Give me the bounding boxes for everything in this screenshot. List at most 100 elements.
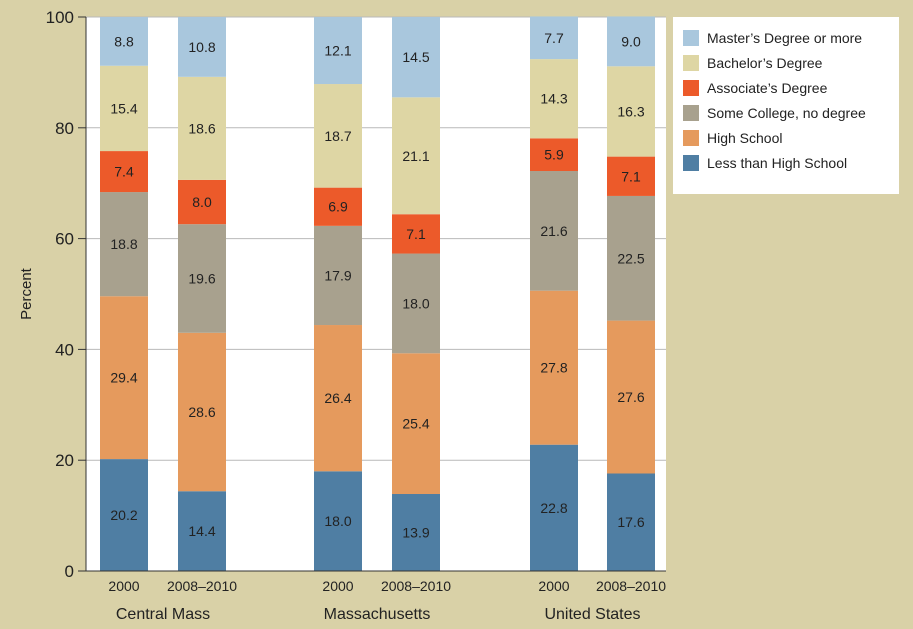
- data-label: 7.1: [621, 168, 641, 184]
- y-tick-label: 0: [65, 562, 74, 581]
- bar-segment: [392, 97, 440, 215]
- bar-segment: [178, 491, 226, 571]
- bar-segment: [314, 325, 362, 472]
- bar-segment: [530, 16, 578, 60]
- legend-swatch: [683, 130, 699, 146]
- x-tick-label: 2000: [538, 578, 569, 594]
- data-label: 25.4: [402, 416, 429, 432]
- data-label: 27.6: [617, 389, 644, 405]
- bar-segment: [100, 192, 148, 297]
- bar-segment: [607, 156, 655, 196]
- bar-segment: [607, 16, 655, 67]
- bar-segment: [607, 473, 655, 571]
- bar-segment: [392, 493, 440, 571]
- bars: 20.2 29.4 18.8 7.4 15.4 8.8 14.4 28.6 19.6 8.0 18.…: [100, 16, 655, 571]
- x-tick-label: 2008–2010: [381, 578, 451, 594]
- bar-segment: [178, 224, 226, 333]
- y-tick-label: 100: [46, 8, 74, 27]
- y-axis-label: Percent: [18, 267, 35, 320]
- bar-segment: [314, 187, 362, 226]
- data-label: 18.8: [110, 236, 137, 252]
- bar-segment: [392, 353, 440, 494]
- data-label: 8.8: [114, 33, 134, 49]
- data-label: 7.4: [114, 164, 134, 180]
- bar-segment: [392, 214, 440, 254]
- bar-segment: [100, 65, 148, 152]
- legend-entry: High School: [707, 130, 783, 146]
- bar-segment: [178, 76, 226, 180]
- data-label: 19.6: [188, 270, 215, 286]
- x-tick-label: 2008–2010: [596, 578, 666, 594]
- data-label: 15.4: [110, 100, 137, 116]
- data-label: 5.9: [544, 147, 564, 163]
- plot-area: [86, 17, 666, 571]
- bar-segment: [530, 138, 578, 172]
- data-label: 17.9: [324, 267, 351, 283]
- axes: 0 20 40 60 80 100 2000 2008–2010 2000 2008–2010 20…: [46, 8, 667, 623]
- data-label: 28.6: [188, 404, 215, 420]
- x-tick-label: 2000: [322, 578, 353, 594]
- data-label: 14.4: [188, 523, 215, 539]
- data-label: 18.0: [324, 513, 351, 529]
- bar-segment: [314, 84, 362, 188]
- data-label: 18.7: [324, 128, 351, 144]
- bar-segment: [100, 459, 148, 571]
- bar-segment: [530, 59, 578, 139]
- legend-swatch: [683, 105, 699, 121]
- data-label: 12.1: [324, 43, 351, 59]
- bar-segment: [100, 296, 148, 460]
- legend-entry: Master’s Degree or more: [707, 30, 862, 46]
- legend-entry: Less than High School: [707, 155, 847, 171]
- y-tick-label: 20: [55, 451, 74, 470]
- y-tick-label: 40: [55, 340, 74, 359]
- x-tick-label: 2000: [108, 578, 139, 594]
- data-label: 16.3: [617, 103, 644, 119]
- legend-swatch: [683, 80, 699, 96]
- data-label: 18.6: [188, 120, 215, 136]
- data-label: 9.0: [621, 33, 641, 49]
- bar-segment: [314, 471, 362, 571]
- y-tick-label: 60: [55, 230, 74, 249]
- data-label: 20.2: [110, 507, 137, 523]
- legend-entry: Bachelor’s Degree: [707, 55, 823, 71]
- bar-segment: [607, 195, 655, 321]
- data-label: 13.9: [402, 524, 429, 540]
- legend-swatch: [683, 155, 699, 171]
- legend-swatch: [683, 30, 699, 46]
- bar-segment: [607, 66, 655, 157]
- x-tick-label: 2008–2010: [167, 578, 237, 594]
- bar-segment: [314, 225, 362, 326]
- bar-segment: [392, 253, 440, 354]
- data-label: 7.1: [406, 226, 426, 242]
- data-label: 27.8: [540, 360, 567, 376]
- data-label: 14.3: [540, 91, 567, 107]
- legend-entry: Associate’s Degree: [707, 80, 828, 96]
- bar-segment: [530, 444, 578, 571]
- legend-swatch: [683, 55, 699, 71]
- group-label: Central Mass: [116, 606, 210, 623]
- data-label: 10.8: [188, 39, 215, 55]
- group-label: Massachusetts: [324, 606, 431, 623]
- bar-segment: [100, 17, 148, 66]
- data-label: 22.8: [540, 500, 567, 516]
- data-label: 21.1: [402, 148, 429, 164]
- legend: Master’s Degree or more Bachelor’s Degree…: [673, 17, 899, 194]
- data-label: 6.9: [328, 199, 348, 215]
- data-label: 8.0: [192, 194, 212, 210]
- bar-segment: [314, 17, 362, 85]
- bar-segment: [607, 320, 655, 474]
- data-label: 14.5: [402, 49, 429, 65]
- data-label: 22.5: [617, 250, 644, 266]
- data-label: 18.0: [402, 295, 429, 311]
- data-label: 29.4: [110, 370, 137, 386]
- legend-entry: Some College, no degree: [707, 105, 866, 121]
- data-label: 17.6: [617, 514, 644, 530]
- bar-segment: [178, 179, 226, 225]
- bar-segment: [530, 290, 578, 445]
- bar-segment: [530, 171, 578, 291]
- bar-segment: [178, 17, 226, 77]
- data-label: 26.4: [324, 390, 351, 406]
- data-label: 21.6: [540, 223, 567, 239]
- y-tick-label: 80: [55, 119, 74, 138]
